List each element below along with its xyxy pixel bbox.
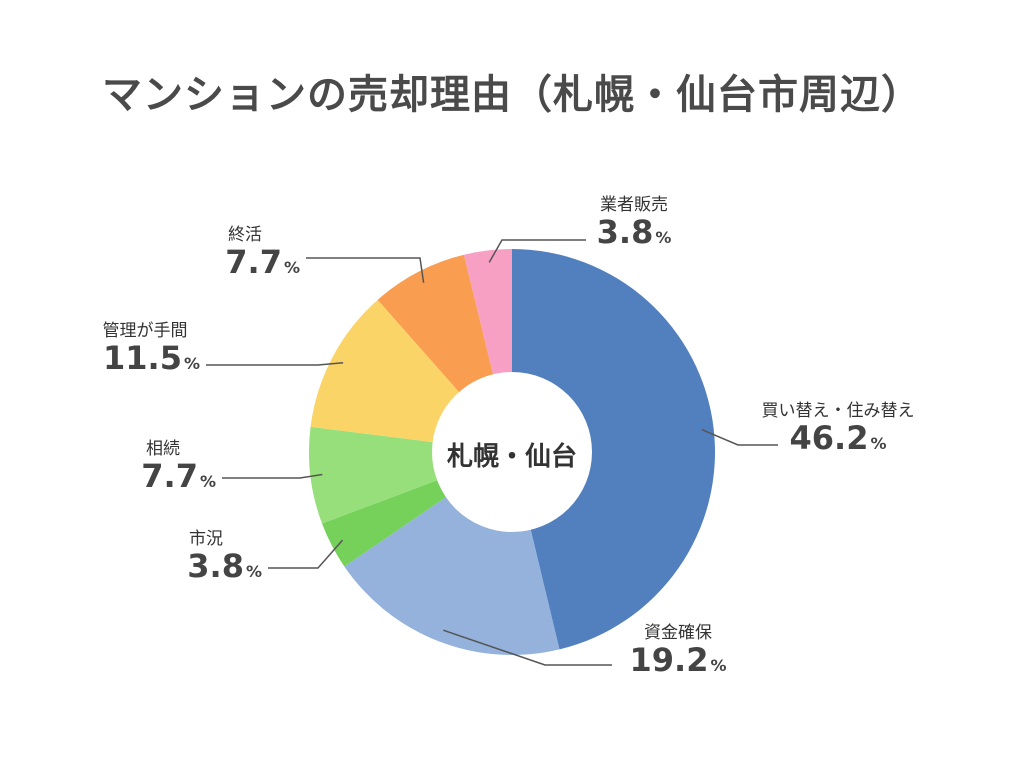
leader-line (268, 539, 344, 569)
leader-line (443, 629, 612, 666)
slice-label: 業者販売 (600, 195, 668, 215)
pie-slice (512, 249, 715, 650)
callout-gyosha-hanbai: 業者販売 3.8% (574, 196, 694, 250)
callout-kanri-ga-tema: 管理が手間 11.5% (90, 321, 201, 377)
slice-value: 3.8% (187, 546, 262, 585)
slice-label: 終活 (228, 225, 262, 245)
slice-label: 管理が手間 (102, 321, 188, 341)
callout-shikin-kakuho: 資金確保 19.2% (608, 624, 748, 678)
slice-value: 3.8% (596, 212, 672, 251)
slice-label: 相続 (146, 439, 180, 459)
leader-line (206, 362, 344, 366)
slice-value: 19.2% (629, 640, 727, 679)
leader-line (488, 239, 586, 263)
slice-value: 46.2% (789, 418, 887, 457)
donut-hole (432, 372, 592, 532)
slice-value: 7.7% (225, 242, 300, 281)
callout-shikyo: 市況 3.8% (150, 530, 262, 584)
callout-shukatsu: 終活 7.7% (190, 226, 300, 280)
slice-label: 資金確保 (644, 623, 712, 643)
slice-value: 7.7% (141, 456, 216, 495)
leader-line (222, 473, 323, 479)
chart-title: マンションの売却理由（札幌・仙台市周辺） (102, 72, 922, 118)
callout-kaikae-sumikae: 買い替え・住み替え 46.2% (738, 402, 938, 456)
slice-value: 11.5% (103, 338, 200, 377)
leader-line (306, 257, 425, 283)
slice-label: 市況 (189, 529, 223, 549)
slice-label: 買い替え・住み替え (761, 401, 915, 421)
center-label: 札幌・仙台 (446, 442, 577, 472)
leader-line (701, 428, 778, 446)
callout-sozoku: 相続 7.7% (110, 440, 216, 494)
